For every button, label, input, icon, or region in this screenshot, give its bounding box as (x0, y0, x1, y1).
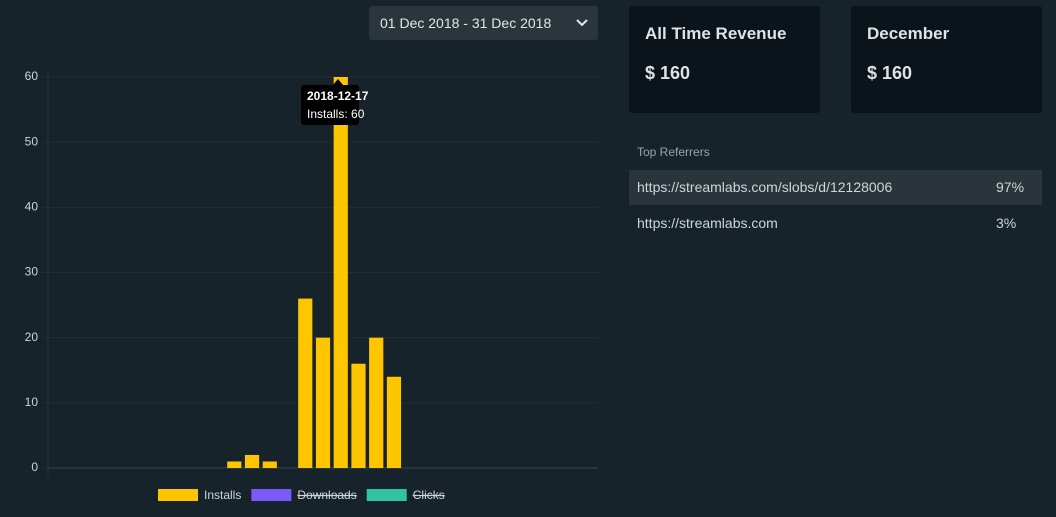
y-tick-label: 0 (31, 460, 38, 474)
bar (351, 363, 366, 468)
referrer-row[interactable]: https://streamlabs.com/slobs/d/12128006 … (629, 170, 1042, 205)
tooltip-caret (333, 79, 343, 85)
bar (227, 461, 242, 468)
tooltip-title: 2018-12-17 (307, 89, 369, 103)
tooltip-box (301, 85, 359, 125)
legend-item[interactable]: Clicks (366, 488, 445, 502)
chevron (576, 19, 588, 27)
referrer-url: https://streamlabs.com/slobs/d/12128006 (637, 179, 893, 195)
tooltip-label: Installs: 60 (307, 107, 365, 121)
legend-swatch (158, 489, 198, 501)
legend-label: Installs (204, 488, 241, 502)
card-title: All Time Revenue (645, 24, 787, 43)
legend-swatch (366, 489, 407, 501)
bar (315, 337, 331, 468)
y-tick-label: 20 (25, 330, 39, 344)
referrer-share: 97% (996, 179, 1025, 195)
y-tick-label: 30 (25, 265, 39, 279)
plot: 0 10 20 30 40 50 60 Installs Downloads Clicks (25, 69, 598, 502)
referrer-row[interactable]: https://streamlabs.com 3% (629, 206, 1042, 241)
tooltip: 2018-12-17 Installs: 60 (301, 79, 369, 125)
bar (262, 461, 277, 468)
y-tick-label: 40 (25, 200, 39, 214)
legend-label: Downloads (297, 488, 356, 502)
card-value: $ 160 (867, 63, 913, 83)
card-title: December (867, 24, 950, 43)
bar (244, 454, 260, 468)
bar (369, 337, 384, 468)
referrer-share: 3% (996, 215, 1017, 231)
referrer-url: https://streamlabs.com (637, 215, 778, 231)
card-value: $ 160 (645, 63, 691, 83)
y-tick-label: 10 (25, 395, 39, 409)
legend-swatch (251, 489, 292, 501)
card: December $ 160 (851, 6, 1042, 113)
referrers-title: Top Referrers (637, 145, 710, 159)
bar (386, 376, 402, 468)
card: All Time Revenue $ 160 (629, 6, 820, 113)
date-range: 01 Dec 2018 - 31 Dec 2018 (380, 15, 552, 31)
date-picker[interactable]: 01 Dec 2018 - 31 Dec 2018 (369, 6, 598, 40)
bar (298, 298, 313, 468)
chart: 0 10 20 30 40 50 60 Installs Downloads Clicks 201… (25, 69, 598, 502)
y-tick-label: 60 (25, 69, 39, 83)
legend-item[interactable]: Downloads (251, 488, 357, 502)
y-tick-label: 50 (25, 134, 39, 148)
legend-label: Clicks (413, 488, 445, 502)
legend-item[interactable]: Installs (158, 488, 241, 502)
bar (333, 77, 348, 468)
